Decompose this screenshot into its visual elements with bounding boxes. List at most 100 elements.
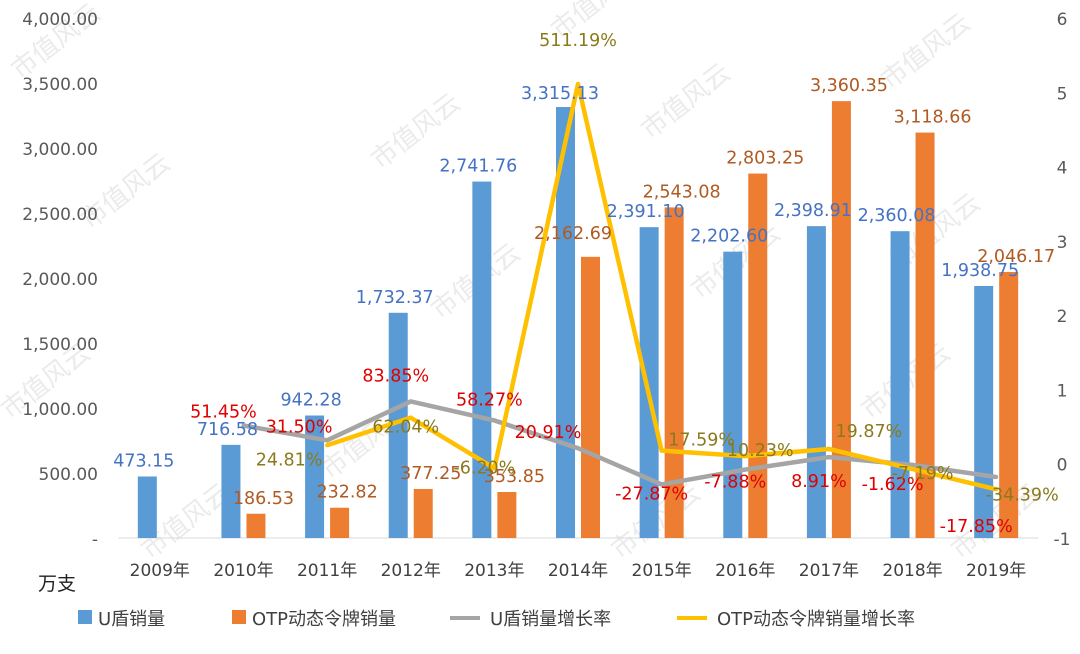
y2-tick-label: 3 bbox=[1057, 233, 1068, 253]
line-value-label: 8.91% bbox=[791, 472, 847, 492]
line-value-label: 24.81% bbox=[256, 450, 323, 470]
y-tick-label: - bbox=[92, 530, 98, 550]
legend-label: OTP动态令牌销量增长率 bbox=[717, 609, 915, 630]
y2-tick-label: 6 bbox=[1057, 10, 1068, 30]
bar-value-label: 377.25 bbox=[400, 464, 461, 484]
bar-ushield bbox=[137, 476, 157, 538]
y2-tick-label: 5 bbox=[1057, 84, 1068, 104]
y-tick-label: 4,000.00 bbox=[22, 10, 98, 30]
y-tick-label: 2,500.00 bbox=[22, 205, 98, 225]
unit-label: 万支 bbox=[38, 573, 76, 595]
line-point bbox=[743, 454, 748, 459]
y2-tick-label: 2 bbox=[1057, 307, 1068, 327]
line-point bbox=[826, 446, 831, 451]
line-point bbox=[492, 466, 497, 471]
y2-tick-label: -1 bbox=[1054, 530, 1071, 550]
line-point bbox=[826, 455, 831, 460]
axes: - 500.00 1,000.00 1,500.00 2,000.00 2,500.00 3… bbox=[22, 10, 1070, 581]
legend-label: U盾销量 bbox=[98, 609, 165, 630]
bar-value-label: 2,202.60 bbox=[690, 227, 768, 247]
bar-value-label: 2,803.25 bbox=[726, 149, 804, 169]
lines bbox=[241, 81, 999, 492]
bar-ushield bbox=[723, 251, 743, 539]
line-point bbox=[994, 487, 999, 492]
bar-otp bbox=[999, 271, 1019, 538]
line-value-label: -34.39% bbox=[986, 485, 1059, 505]
bar-otp bbox=[915, 132, 935, 538]
y2-tick-label: 4 bbox=[1057, 159, 1068, 179]
line-point bbox=[325, 438, 330, 443]
x-tick-label: 2014年 bbox=[548, 561, 608, 581]
bar-otp bbox=[664, 207, 684, 538]
line-value-label: 511.19% bbox=[539, 31, 617, 51]
bar-value-label: 353.85 bbox=[484, 467, 545, 487]
line-value-label: 31.50% bbox=[266, 417, 333, 437]
line-point bbox=[408, 415, 413, 420]
bar-value-label: 2,543.08 bbox=[643, 182, 721, 202]
y-tick-label: 3,500.00 bbox=[22, 75, 98, 95]
line-value-label: -17.85% bbox=[940, 517, 1013, 537]
line-value-label: 10.23% bbox=[727, 441, 794, 461]
y2-tick-label: 0 bbox=[1057, 456, 1068, 476]
bar-otp bbox=[413, 488, 433, 538]
bar-ushield bbox=[221, 444, 241, 538]
line-point bbox=[241, 423, 246, 428]
bar-otp bbox=[831, 101, 851, 538]
bar-value-label: 232.82 bbox=[316, 483, 377, 503]
bar-value-label: 2,391.10 bbox=[607, 202, 685, 222]
line-value-label: 62.04% bbox=[372, 418, 439, 438]
bar-ushield bbox=[556, 107, 575, 539]
x-tick-label: 2013年 bbox=[464, 561, 524, 581]
legend: U盾销量 OTP动态令牌销量 U盾销量增长率 OTP动态令牌销量增长率 bbox=[78, 609, 915, 630]
line-value-label: 20.91% bbox=[515, 423, 582, 443]
bar-ushield bbox=[305, 415, 325, 538]
line-value-label: 19.87% bbox=[836, 422, 903, 442]
bar-value-label: 2,360.08 bbox=[858, 206, 936, 226]
bars bbox=[137, 101, 1019, 539]
legend-label: OTP动态令牌销量 bbox=[252, 609, 396, 630]
y-tick-label: 1,000.00 bbox=[22, 400, 98, 420]
bar-value-label: 3,118.66 bbox=[894, 108, 972, 128]
x-tick-label: 2019年 bbox=[966, 561, 1026, 581]
x-tick-label: 2016年 bbox=[715, 561, 775, 581]
line-value-label: -7.88% bbox=[704, 473, 766, 493]
line-value-label: -27.87% bbox=[615, 484, 688, 504]
line-value-label: 17.59% bbox=[668, 431, 735, 451]
bar-ushield bbox=[388, 312, 408, 538]
x-tick-label: 2018年 bbox=[882, 561, 942, 581]
line-point bbox=[910, 462, 915, 467]
bar-otp bbox=[581, 256, 600, 538]
y-tick-label: 1,500.00 bbox=[22, 335, 98, 355]
y-tick-label: 2,000.00 bbox=[22, 270, 98, 290]
y-tick-label: 500.00 bbox=[39, 465, 98, 485]
x-tick-label: 2012年 bbox=[381, 561, 441, 581]
line-point bbox=[576, 81, 580, 86]
bar-value-label: 716.58 bbox=[197, 420, 258, 440]
line-value-label: 58.27% bbox=[456, 390, 523, 410]
legend-label: U盾销量增长率 bbox=[490, 609, 611, 630]
bar-ushield bbox=[472, 181, 492, 538]
bar-value-label: 2,162.69 bbox=[534, 224, 612, 244]
bar-value-label: 473.15 bbox=[113, 451, 174, 471]
bar-otp bbox=[497, 491, 517, 538]
line-value-label: 83.85% bbox=[362, 366, 429, 386]
bar-value-label: 3,315.13 bbox=[521, 84, 599, 104]
legend-swatch bbox=[78, 610, 92, 624]
bar-value-label: 1,732.37 bbox=[356, 288, 434, 308]
line-point bbox=[659, 448, 664, 453]
bar-otp bbox=[246, 513, 266, 538]
y2-tick-label: 1 bbox=[1057, 381, 1068, 401]
bar-ushield bbox=[639, 227, 659, 539]
bar-value-label: 2,398.91 bbox=[774, 201, 852, 221]
bar-value-label: 186.53 bbox=[233, 489, 294, 509]
line-point bbox=[910, 467, 915, 472]
bar-value-label: 3,360.35 bbox=[810, 76, 888, 96]
watermark-text: 市值风云 bbox=[876, 8, 976, 96]
x-tick-label: 2017年 bbox=[799, 561, 859, 581]
y-tick-label: 3,000.00 bbox=[22, 140, 98, 160]
line-point bbox=[994, 474, 999, 479]
line-value-label: -7.19% bbox=[892, 464, 954, 484]
line-value-label: -6.20% bbox=[453, 458, 515, 478]
x-tick-label: 2010年 bbox=[213, 561, 273, 581]
